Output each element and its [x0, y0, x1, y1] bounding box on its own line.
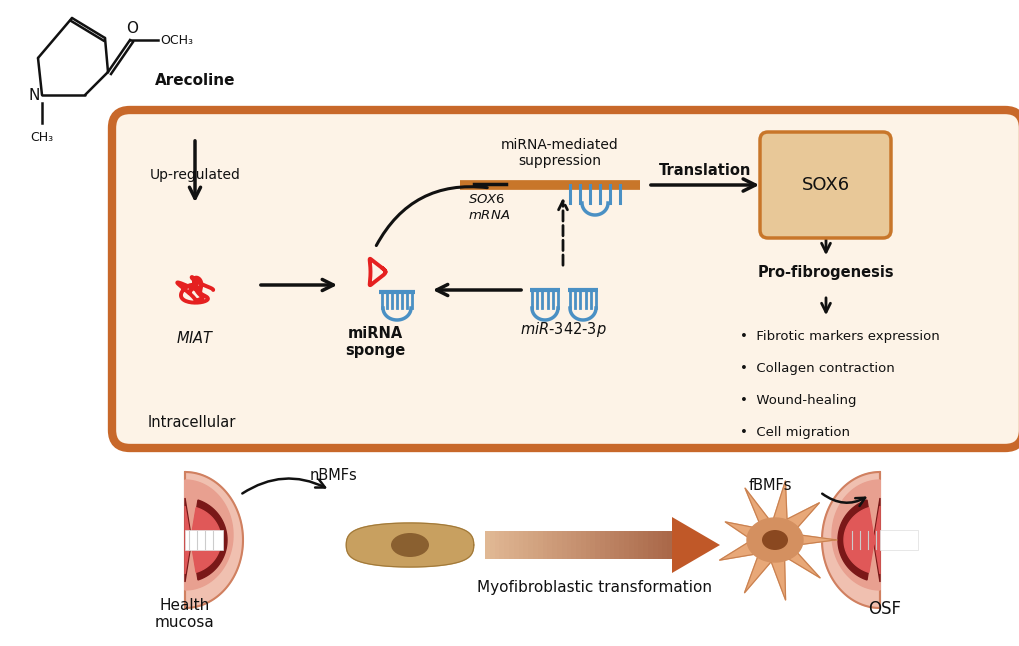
Bar [581, 531, 586, 559]
Text: •  Wound-healing: • Wound-healing [739, 394, 856, 407]
Bar [652, 531, 658, 559]
Polygon shape [345, 523, 473, 567]
Text: •  Collagen contraction: • Collagen contraction [739, 362, 894, 375]
Text: fBMFs: fBMFs [748, 478, 791, 493]
Bar [542, 531, 547, 559]
Bar [599, 531, 605, 559]
Bar [638, 531, 643, 559]
Polygon shape [746, 518, 802, 562]
FancyBboxPatch shape [112, 110, 1019, 448]
Text: SOX6: SOX6 [801, 176, 849, 194]
Text: Myofibroblastic transformation: Myofibroblastic transformation [477, 580, 712, 595]
Polygon shape [184, 480, 232, 590]
Bar [666, 531, 673, 559]
Text: miRNA-mediated
suppression: miRNA-mediated suppression [500, 138, 619, 168]
Bar [184, 530, 223, 550]
Text: Arecoline: Arecoline [155, 72, 235, 87]
Bar [489, 531, 495, 559]
Text: Pro-fibrogenesis: Pro-fibrogenesis [757, 265, 894, 280]
Bar [528, 531, 533, 559]
Polygon shape [843, 506, 879, 574]
Bar [879, 530, 917, 550]
Bar [595, 531, 600, 559]
FancyArrowPatch shape [243, 479, 325, 494]
Text: Up-regulated: Up-regulated [150, 168, 240, 182]
Text: OSF: OSF [867, 600, 901, 618]
Text: •  Cell migration: • Cell migration [739, 426, 849, 439]
Text: $\it{SOX6}$
$\it{mRNA}$: $\it{SOX6}$ $\it{mRNA}$ [468, 193, 510, 222]
Bar [532, 531, 538, 559]
Ellipse shape [390, 533, 429, 557]
FancyArrowPatch shape [376, 187, 487, 245]
Bar [613, 531, 620, 559]
Bar [484, 531, 490, 559]
Polygon shape [832, 480, 879, 590]
Text: miRNA
sponge: miRNA sponge [344, 326, 405, 359]
Polygon shape [672, 517, 719, 573]
Bar [590, 531, 595, 559]
Bar [523, 531, 529, 559]
Text: CH₃: CH₃ [31, 131, 54, 144]
Polygon shape [718, 481, 837, 600]
Bar [661, 531, 667, 559]
FancyBboxPatch shape [759, 132, 891, 238]
Text: Health
mucosa: Health mucosa [155, 598, 215, 630]
Text: nBMFs: nBMFs [310, 468, 358, 483]
Text: OCH₃: OCH₃ [160, 34, 193, 47]
Text: $\it{MIAT}$: $\it{MIAT}$ [175, 330, 214, 346]
Bar [514, 531, 519, 559]
Bar [547, 531, 552, 559]
Bar [633, 531, 639, 559]
Text: Translation: Translation [658, 163, 750, 178]
FancyArrowPatch shape [821, 494, 864, 506]
Bar [508, 531, 515, 559]
Polygon shape [838, 498, 879, 582]
Bar [576, 531, 581, 559]
Ellipse shape [761, 530, 788, 550]
Bar [537, 531, 543, 559]
Text: O: O [126, 21, 138, 36]
Bar [657, 531, 662, 559]
Bar [556, 531, 562, 559]
Bar [551, 531, 557, 559]
Polygon shape [184, 506, 221, 574]
Bar [494, 531, 499, 559]
Bar [499, 531, 504, 559]
Bar [624, 531, 629, 559]
Bar [629, 531, 634, 559]
Text: $\it{miR}$-342-3$\it{p}$: $\it{miR}$-342-3$\it{p}$ [519, 320, 606, 339]
Polygon shape [184, 498, 227, 582]
Bar [518, 531, 524, 559]
Bar [643, 531, 648, 559]
Bar [561, 531, 567, 559]
Bar [604, 531, 610, 559]
Text: N: N [29, 87, 40, 103]
Bar [672, 531, 677, 559]
Bar [503, 531, 510, 559]
Bar [619, 531, 625, 559]
Bar [571, 531, 577, 559]
Bar [566, 531, 572, 559]
Bar [609, 531, 614, 559]
Bar [647, 531, 653, 559]
Polygon shape [184, 472, 243, 608]
Text: •  Fibrotic markers expression: • Fibrotic markers expression [739, 330, 938, 343]
Bar [585, 531, 591, 559]
Polygon shape [821, 472, 879, 608]
Text: Intracellular: Intracellular [148, 415, 236, 430]
